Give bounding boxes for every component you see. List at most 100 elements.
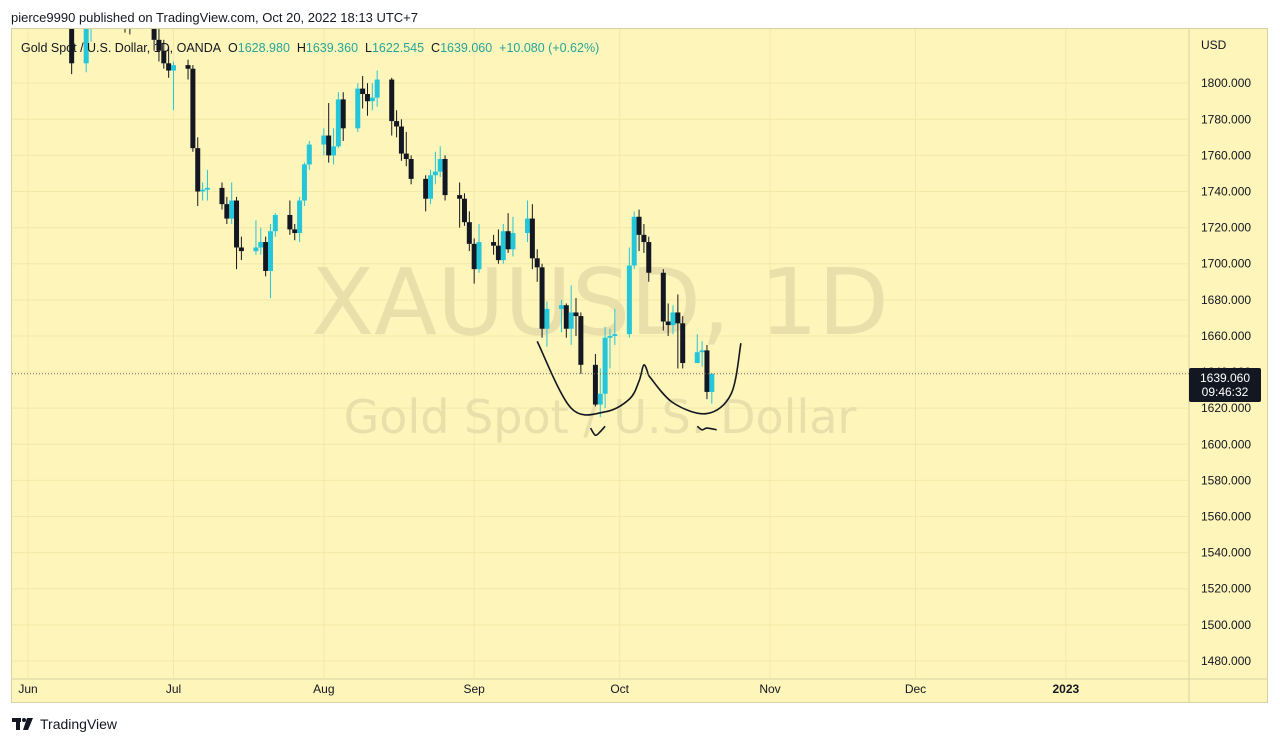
- candle: [432, 151, 438, 185]
- candle: [258, 227, 264, 255]
- candle-body: [253, 247, 259, 252]
- candle-body: [292, 229, 298, 234]
- time-tick-label: Nov: [759, 682, 780, 696]
- watermark: XAUUSD, 1D Gold Spot / U.S. Dollar: [311, 249, 889, 444]
- candle-body: [321, 135, 327, 145]
- candle: [471, 238, 477, 284]
- candle: [457, 182, 463, 228]
- candle: [355, 83, 361, 132]
- candle: [670, 305, 676, 335]
- candle-body: [510, 233, 516, 250]
- candle-body: [408, 159, 414, 179]
- candle-body: [83, 29, 89, 64]
- candle: [238, 236, 244, 261]
- price-tick-label: 1600.000: [1201, 437, 1251, 451]
- price-tick-label: 1620.000: [1201, 401, 1251, 415]
- candle: [83, 29, 89, 73]
- price-axis[interactable]: 1480.000 1500.000 1520.000 1540.000 1560.000…: [1201, 76, 1251, 668]
- candle-body: [301, 164, 307, 201]
- price-tick-label: 1780.000: [1201, 112, 1251, 126]
- candle: [272, 213, 278, 237]
- candle-body: [403, 153, 409, 159]
- candle-body: [442, 159, 448, 196]
- legend-close: 1639.060: [440, 41, 493, 55]
- candle-body: [495, 245, 501, 261]
- price-tick-label: 1580.000: [1201, 473, 1251, 487]
- candle: [495, 229, 501, 264]
- time-tick-label: Jun: [18, 682, 37, 696]
- candle: [170, 61, 176, 111]
- candle: [573, 298, 579, 336]
- candle-body: [224, 204, 230, 219]
- candle: [665, 303, 671, 336]
- candle: [229, 182, 235, 224]
- legend-low-label: L: [364, 41, 372, 55]
- time-tick-label: Sep: [463, 682, 485, 696]
- chart-frame[interactable]: [11, 28, 1268, 703]
- candle-body: [364, 94, 370, 102]
- candle-body: [219, 187, 225, 205]
- time-tick-label: Jul: [166, 682, 181, 696]
- candle: [253, 220, 259, 255]
- candle: [612, 308, 618, 345]
- candle: [626, 247, 632, 338]
- price-tick-label: 1660.000: [1201, 329, 1251, 343]
- candle-body: [306, 144, 312, 165]
- candle: [161, 39, 167, 69]
- candle-body: [170, 65, 176, 71]
- candle: [195, 137, 201, 206]
- candle: [680, 316, 686, 369]
- legend-high-label: H: [296, 41, 306, 55]
- candle-body: [437, 159, 443, 172]
- candle: [709, 373, 715, 404]
- grid: [12, 29, 1189, 679]
- candle-body: [166, 63, 172, 71]
- candle-body: [340, 99, 346, 129]
- time-tick-label: Oct: [610, 682, 629, 696]
- candle-body: [680, 323, 686, 364]
- candles: [69, 29, 715, 418]
- candle: [292, 224, 298, 241]
- hand-drawn-curve: [696, 425, 717, 431]
- candle: [592, 354, 598, 407]
- candle: [360, 75, 366, 109]
- candle: [156, 29, 162, 62]
- candle-body: [258, 242, 264, 248]
- time-axis-background: [12, 679, 1267, 702]
- time-tick-label: 2023: [1052, 682, 1079, 696]
- candle-body: [534, 258, 540, 268]
- tradingview-logo-icon: [12, 718, 33, 730]
- last-price-tag: 1639.060 09:46:32: [1189, 368, 1261, 402]
- candle: [500, 224, 506, 264]
- candle: [403, 131, 409, 167]
- candle: [428, 169, 434, 205]
- candle-body: [297, 200, 303, 234]
- candle: [394, 110, 400, 138]
- candle-body: [505, 231, 511, 250]
- candle: [389, 77, 395, 136]
- legend-open-label: O: [228, 41, 238, 55]
- time-axis[interactable]: Jun Jul Aug Sep Oct Nov Dec 2023: [18, 682, 1079, 696]
- candle-body: [476, 242, 482, 270]
- currency-label[interactable]: USD: [1201, 38, 1227, 52]
- candle-body: [360, 88, 366, 94]
- price-tick-label: 1520.000: [1201, 582, 1251, 596]
- ohlc-legend: Gold Spot / U.S. Dollar, 1D, OANDA O1628…: [21, 41, 599, 55]
- price-tick-label: 1540.000: [1201, 546, 1251, 560]
- candle: [641, 224, 647, 253]
- candle: [544, 301, 550, 347]
- candle: [510, 216, 516, 257]
- candle-body: [398, 126, 404, 154]
- candle: [185, 59, 191, 80]
- candle: [563, 303, 569, 338]
- candle: [539, 263, 545, 338]
- candle-body: [238, 247, 244, 252]
- candle-body: [539, 267, 545, 329]
- candle: [558, 299, 564, 333]
- candle: [297, 196, 303, 243]
- candle: [534, 249, 540, 282]
- price-tick-label: 1500.000: [1201, 618, 1251, 632]
- candle: [631, 211, 637, 270]
- legend-open: 1628.980: [237, 41, 290, 55]
